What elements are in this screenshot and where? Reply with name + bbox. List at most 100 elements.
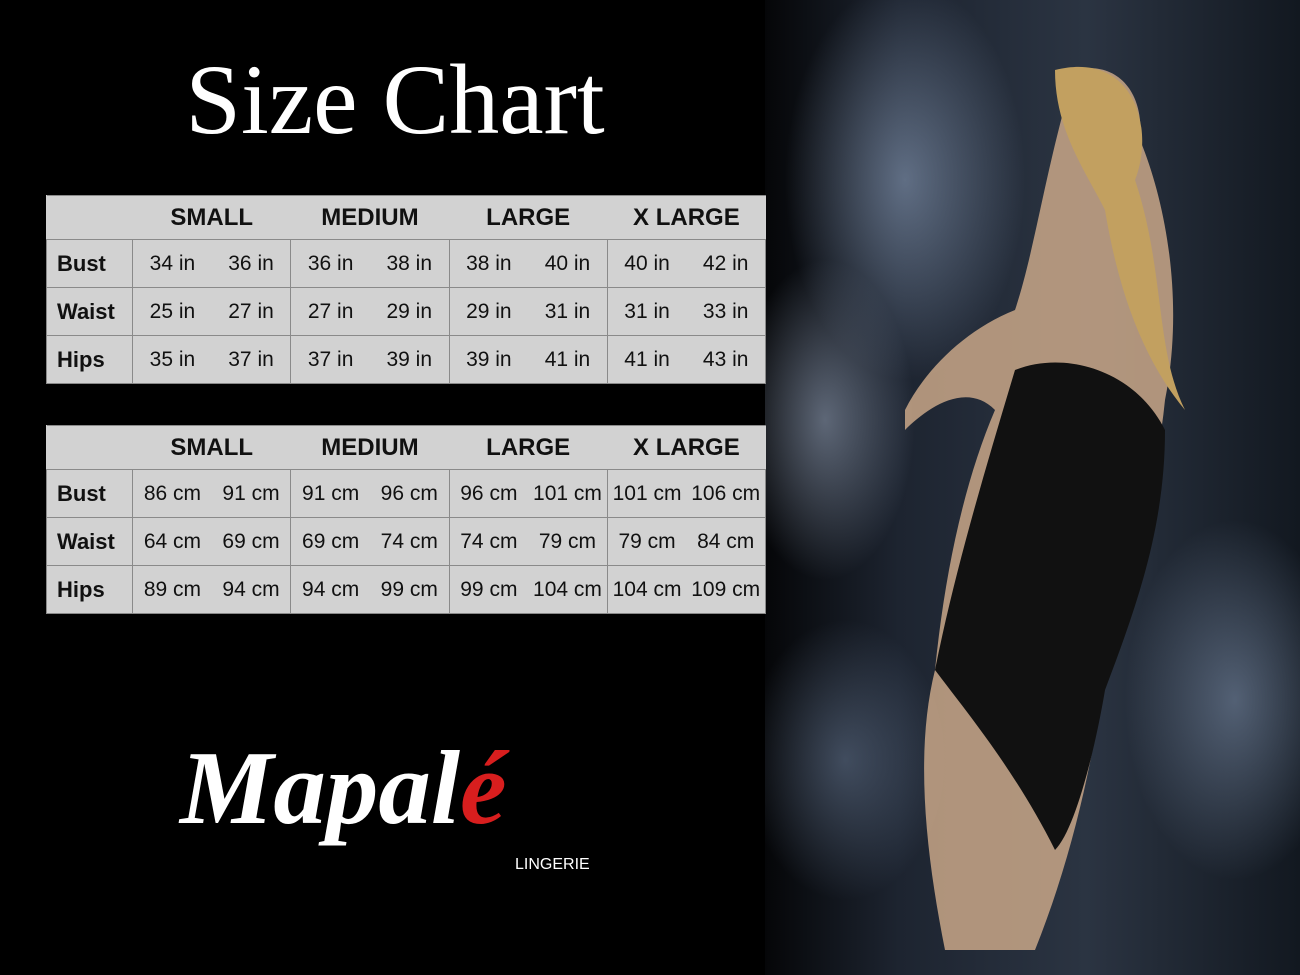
size-range-cell: 38 in 40 in (448, 239, 608, 288)
range-min: 37 in (307, 347, 354, 371)
range-max: 109 cm (691, 577, 761, 601)
size-header: X LARGE (607, 425, 766, 470)
table-row: Hips 35 in 37 in 37 in 39 in 39 in 41 in 41 in 4… (45, 335, 767, 384)
range-min: 35 in (149, 347, 196, 371)
range-max: 37 in (228, 347, 274, 371)
range-max: 96 cm (380, 481, 438, 505)
size-range-cell: 29 in 31 in (448, 287, 608, 336)
size-header: LARGE (449, 425, 608, 470)
size-range-cell: 94 cm 99 cm (290, 565, 450, 614)
range-min: 64 cm (143, 529, 201, 553)
range-max: 41 in (544, 347, 591, 371)
range-max: 91 cm (222, 481, 280, 505)
range-max: 31 in (544, 299, 591, 323)
page-title: Size Chart (185, 44, 605, 155)
logo-accent: é (460, 729, 507, 846)
range-max: 104 cm (533, 577, 602, 601)
range-min: 25 in (149, 299, 196, 323)
range-min: 40 in (624, 251, 670, 275)
size-table-inches: SMALL MEDIUM LARGE X LARGE Bust 34 in 36 in 36 … (45, 195, 767, 384)
range-min: 74 cm (460, 529, 518, 553)
range-min: 39 in (466, 347, 512, 371)
range-max: 74 cm (380, 529, 438, 553)
size-range-cell: 25 in 27 in (132, 287, 292, 336)
range-min: 41 in (624, 347, 670, 371)
size-range-cell: 39 in 41 in (448, 335, 608, 384)
range-min: 89 cm (143, 577, 201, 601)
size-range-cell: 104 cm 109 cm (606, 565, 767, 614)
measure-label: Waist (45, 287, 134, 336)
table-row: Bust 86 cm 91 cm 91 cm 96 cm 96 cm 101 cm 101 c… (45, 469, 767, 518)
size-range-cell: 40 in 42 in (606, 239, 767, 288)
range-max: 106 cm (691, 481, 761, 505)
size-range-cell: 86 cm 91 cm (132, 469, 292, 518)
measure-label: Waist (45, 517, 134, 566)
range-min: 99 cm (460, 577, 518, 601)
logo-subtitle: LINGERIE (515, 856, 590, 873)
range-min: 94 cm (302, 577, 360, 601)
measure-label: Bust (45, 239, 134, 288)
size-range-cell: 41 in 43 in (606, 335, 767, 384)
header-empty (46, 195, 133, 240)
logo-text: Mapal (180, 729, 461, 846)
size-range-cell: 34 in 36 in (132, 239, 292, 288)
range-max: 42 in (702, 251, 749, 275)
size-range-cell: 31 in 33 in (606, 287, 767, 336)
size-range-cell: 27 in 29 in (290, 287, 450, 336)
size-header: SMALL (132, 425, 291, 470)
range-min: 79 cm (618, 529, 676, 553)
size-header: X LARGE (607, 195, 766, 240)
size-header: SMALL (132, 195, 291, 240)
size-header: MEDIUM (290, 195, 450, 240)
header-empty (46, 425, 133, 470)
size-table-cm: SMALL MEDIUM LARGE X LARGE Bust 86 cm 91 cm 91 … (45, 425, 767, 614)
range-min: 91 cm (302, 481, 360, 505)
size-range-cell: 79 cm 84 cm (606, 517, 767, 566)
range-min: 34 in (149, 251, 196, 275)
range-min: 31 in (624, 299, 670, 323)
size-range-cell: 35 in 37 in (132, 335, 292, 384)
size-range-cell: 37 in 39 in (290, 335, 450, 384)
size-range-cell: 91 cm 96 cm (290, 469, 450, 518)
range-max: 40 in (544, 251, 591, 275)
range-min: 29 in (466, 299, 512, 323)
table-row: Bust 34 in 36 in 36 in 38 in 38 in 40 in 40 in 4… (45, 239, 767, 288)
range-max: 69 cm (222, 529, 280, 553)
size-header: LARGE (449, 195, 608, 240)
size-range-cell: 96 cm 101 cm (448, 469, 608, 518)
size-range-cell: 64 cm 69 cm (132, 517, 292, 566)
table-row: Waist 64 cm 69 cm 69 cm 74 cm 74 cm 79 cm 79 cm… (45, 517, 767, 566)
model-photo (765, 0, 1300, 975)
range-min: 69 cm (302, 529, 360, 553)
size-range-cell: 99 cm 104 cm (448, 565, 608, 614)
measure-label: Bust (45, 469, 134, 518)
range-max: 43 in (702, 347, 749, 371)
model-silhouette (905, 66, 1185, 950)
brand-logo: Mapalé (180, 730, 507, 845)
header-row: SMALL MEDIUM LARGE X LARGE (46, 425, 766, 470)
measure-label: Hips (45, 565, 134, 614)
range-min: 86 cm (143, 481, 201, 505)
range-min: 101 cm (612, 481, 682, 505)
size-range-cell: 74 cm 79 cm (448, 517, 608, 566)
range-max: 84 cm (697, 529, 755, 553)
range-max: 101 cm (533, 481, 602, 505)
range-max: 38 in (386, 251, 433, 275)
size-range-cell: 101 cm 106 cm (606, 469, 767, 518)
size-range-cell: 89 cm 94 cm (132, 565, 292, 614)
range-max: 79 cm (538, 529, 597, 553)
range-max: 39 in (386, 347, 433, 371)
table-row: Hips 89 cm 94 cm 94 cm 99 cm 99 cm 104 cm 104 c… (45, 565, 767, 614)
table-row: Waist 25 in 27 in 27 in 29 in 29 in 31 in 31 in… (45, 287, 767, 336)
range-max: 29 in (386, 299, 433, 323)
range-max: 36 in (228, 251, 274, 275)
size-range-cell: 69 cm 74 cm (290, 517, 450, 566)
range-min: 96 cm (460, 481, 518, 505)
measure-label: Hips (45, 335, 134, 384)
header-row: SMALL MEDIUM LARGE X LARGE (46, 195, 766, 240)
size-range-cell: 36 in 38 in (290, 239, 450, 288)
range-min: 27 in (307, 299, 354, 323)
range-min: 38 in (466, 251, 512, 275)
size-header: MEDIUM (290, 425, 450, 470)
range-min: 104 cm (612, 577, 682, 601)
